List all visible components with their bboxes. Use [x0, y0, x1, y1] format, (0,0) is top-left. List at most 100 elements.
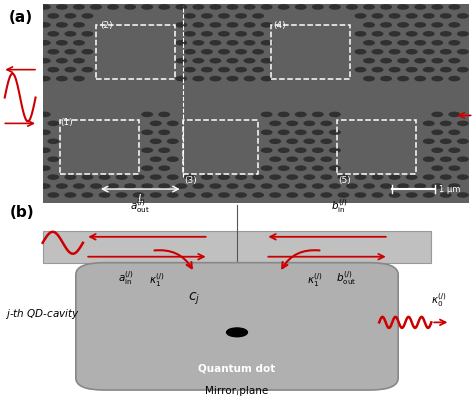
Circle shape — [56, 76, 68, 82]
Circle shape — [47, 139, 59, 144]
Circle shape — [124, 4, 136, 10]
Circle shape — [320, 139, 332, 144]
Circle shape — [167, 139, 179, 144]
Circle shape — [73, 183, 85, 189]
Text: $\kappa_1^{(j)}$: $\kappa_1^{(j)}$ — [148, 271, 164, 289]
Circle shape — [141, 148, 153, 153]
Circle shape — [457, 49, 469, 55]
Circle shape — [175, 183, 187, 189]
Circle shape — [252, 31, 264, 37]
Circle shape — [414, 40, 426, 46]
Circle shape — [397, 58, 409, 64]
Circle shape — [124, 183, 136, 189]
Circle shape — [201, 49, 213, 55]
Circle shape — [380, 58, 392, 64]
Circle shape — [56, 183, 68, 189]
Circle shape — [192, 40, 204, 46]
Circle shape — [431, 111, 443, 117]
Circle shape — [39, 148, 51, 153]
Circle shape — [337, 174, 349, 180]
Circle shape — [201, 192, 213, 198]
Circle shape — [457, 31, 469, 37]
Circle shape — [167, 156, 179, 162]
Text: (b): (b) — [9, 205, 34, 220]
Circle shape — [457, 192, 469, 198]
Circle shape — [406, 192, 418, 198]
Text: 1 μm: 1 μm — [439, 185, 461, 193]
Circle shape — [397, 4, 409, 10]
Circle shape — [82, 192, 93, 198]
Circle shape — [423, 174, 435, 180]
Circle shape — [158, 166, 170, 171]
Circle shape — [355, 13, 366, 19]
Circle shape — [269, 174, 281, 180]
Circle shape — [261, 183, 273, 189]
Circle shape — [235, 31, 247, 37]
Circle shape — [363, 40, 375, 46]
Circle shape — [244, 40, 255, 46]
Circle shape — [261, 22, 273, 28]
Circle shape — [210, 22, 221, 28]
Circle shape — [312, 130, 324, 135]
Circle shape — [56, 22, 68, 28]
Circle shape — [440, 13, 452, 19]
Circle shape — [431, 4, 443, 10]
Circle shape — [423, 192, 435, 198]
Circle shape — [363, 4, 375, 10]
Circle shape — [133, 192, 145, 198]
Circle shape — [47, 174, 59, 180]
Circle shape — [150, 121, 162, 126]
Circle shape — [39, 4, 51, 10]
Bar — [271, 25, 350, 79]
Circle shape — [414, 4, 426, 10]
Bar — [43, 231, 431, 263]
Circle shape — [372, 192, 383, 198]
Bar — [337, 120, 416, 174]
Circle shape — [414, 183, 426, 189]
Circle shape — [64, 192, 76, 198]
Circle shape — [184, 31, 196, 37]
Circle shape — [244, 4, 255, 10]
Circle shape — [355, 192, 366, 198]
Circle shape — [82, 174, 93, 180]
Circle shape — [286, 174, 298, 180]
Circle shape — [218, 13, 230, 19]
Circle shape — [235, 49, 247, 55]
Text: (4): (4) — [273, 21, 286, 30]
Circle shape — [158, 111, 170, 117]
Circle shape — [431, 166, 443, 171]
Circle shape — [192, 76, 204, 82]
Circle shape — [82, 31, 93, 37]
Circle shape — [380, 22, 392, 28]
Circle shape — [201, 174, 213, 180]
Circle shape — [227, 22, 238, 28]
Circle shape — [150, 139, 162, 144]
Circle shape — [448, 130, 460, 135]
Circle shape — [39, 58, 51, 64]
Circle shape — [320, 174, 332, 180]
Circle shape — [269, 121, 281, 126]
Circle shape — [295, 183, 307, 189]
Circle shape — [312, 166, 324, 171]
Circle shape — [184, 13, 196, 19]
Circle shape — [312, 148, 324, 153]
Circle shape — [303, 192, 315, 198]
Circle shape — [448, 166, 460, 171]
Circle shape — [47, 121, 59, 126]
Circle shape — [423, 49, 435, 55]
Circle shape — [440, 67, 452, 72]
Circle shape — [107, 183, 119, 189]
Circle shape — [64, 49, 76, 55]
Circle shape — [210, 76, 221, 82]
Text: $c_j$: $c_j$ — [188, 291, 201, 306]
Circle shape — [286, 192, 298, 198]
Circle shape — [312, 183, 324, 189]
Circle shape — [303, 174, 315, 180]
Circle shape — [210, 58, 221, 64]
Circle shape — [210, 183, 221, 189]
Circle shape — [278, 166, 290, 171]
Circle shape — [261, 40, 273, 46]
Circle shape — [252, 67, 264, 72]
Circle shape — [278, 4, 290, 10]
Circle shape — [107, 4, 119, 10]
